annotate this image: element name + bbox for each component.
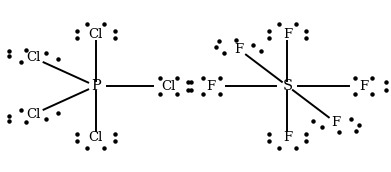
Text: Cl: Cl — [89, 131, 103, 144]
Text: S: S — [282, 79, 292, 93]
Text: F: F — [283, 131, 292, 144]
Text: Cl: Cl — [26, 51, 40, 64]
Text: F: F — [359, 79, 368, 93]
Text: F: F — [234, 42, 243, 56]
Text: Cl: Cl — [26, 108, 40, 121]
Text: F: F — [332, 116, 341, 130]
Text: P: P — [91, 79, 100, 93]
Text: Cl: Cl — [89, 28, 103, 41]
Text: F: F — [283, 28, 292, 41]
Text: F: F — [206, 79, 216, 93]
Text: Cl: Cl — [161, 79, 175, 93]
